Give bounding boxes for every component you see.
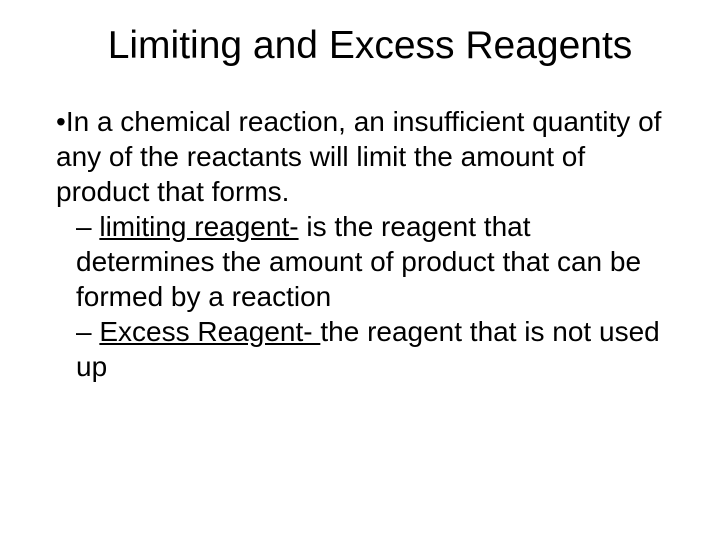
term-limiting: limiting reagent- bbox=[99, 211, 298, 242]
term-excess: Excess Reagent- bbox=[99, 316, 320, 347]
sub-bullet-1: – limiting reagent- is the reagent that … bbox=[56, 209, 672, 314]
main-point-text: In a chemical reaction, an insufficient … bbox=[56, 106, 661, 207]
dash-icon: – bbox=[76, 316, 92, 347]
dash-icon: – bbox=[76, 211, 92, 242]
slide-title: Limiting and Excess Reagents bbox=[68, 24, 672, 68]
content-area: •In a chemical reaction, an insufficient… bbox=[48, 104, 672, 384]
sub-bullet-2: – Excess Reagent- the reagent that is no… bbox=[56, 314, 672, 384]
bullet-icon: • bbox=[56, 106, 66, 137]
main-bullet: •In a chemical reaction, an insufficient… bbox=[56, 104, 672, 209]
